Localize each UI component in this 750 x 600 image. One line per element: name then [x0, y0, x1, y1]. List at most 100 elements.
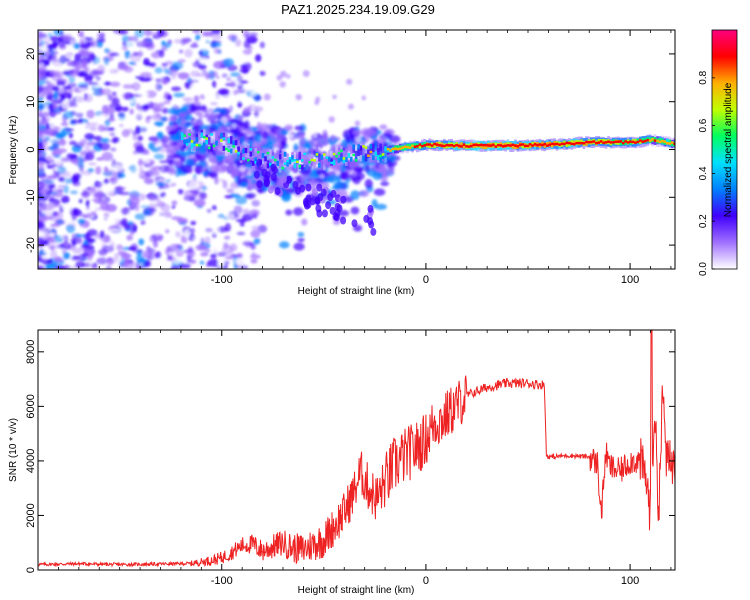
spectrogram-cell [128, 36, 134, 42]
spectrogram-cell [172, 153, 182, 159]
spectrogram-ridge-cell [438, 144, 441, 147]
spectrogram-cell [254, 95, 263, 101]
spectrogram-cell [173, 92, 185, 98]
spectrogram-cell [134, 108, 143, 117]
spectrogram-cell [132, 132, 138, 141]
spectrogram-cell [340, 195, 347, 204]
spectrogram-cell [241, 213, 253, 222]
spectrogram-cell [87, 168, 95, 173]
spectrogram-cell [140, 219, 146, 226]
spectrogram-cell [155, 78, 161, 83]
spectrogram-ridge-cell [443, 144, 446, 148]
spectrogram-ridge-cell [472, 143, 476, 147]
spectrogram-cell [81, 194, 89, 199]
spectrogram-cell [388, 135, 401, 144]
spectrogram-cell [270, 172, 277, 181]
spectrogram-cell [328, 127, 334, 133]
spectrogram-cell [90, 40, 98, 48]
spectrogram-ridge-cell [234, 150, 238, 153]
spectrogram-cell [83, 94, 93, 103]
spectrogram-cell [189, 259, 197, 264]
spectrogram-cell [263, 93, 271, 101]
spectrogram-ridge-cell [499, 144, 503, 147]
spectrogram-cell [70, 159, 80, 164]
spectrogram-cell [71, 212, 77, 222]
spectrogram-cell [192, 124, 202, 132]
spectrogram-cell [47, 32, 53, 39]
spectrogram-cell [243, 107, 251, 114]
spectrogram-cell [92, 92, 103, 96]
spectrogram-ridge-cell [198, 144, 201, 147]
spectrogram-ridge-cell [381, 153, 385, 156]
spectrogram-ridge-cell [376, 154, 380, 160]
spectrogram-cell [193, 95, 200, 102]
spectrogram-cell [109, 132, 117, 137]
spectrogram-ridge-cell [604, 141, 608, 144]
spectrogram-cell [327, 174, 340, 181]
spectrogram-cell [348, 160, 356, 168]
spectrogram-cell [353, 166, 364, 172]
spectrogram-ridge-cell [565, 141, 569, 145]
spectrogram-cell [138, 158, 144, 166]
spectrogram-cell [83, 74, 94, 81]
spectrogram-cell [346, 78, 353, 85]
snr-y-tick-label: 6000 [25, 394, 37, 418]
spectrogram-cell [75, 94, 85, 104]
spectrogram-ridge-cell [256, 150, 260, 154]
spectrogram-cell [199, 57, 208, 65]
spectrogram-cell [198, 50, 203, 56]
spectrogram-cell [149, 234, 158, 243]
spectrogram-cell [53, 150, 58, 156]
spectrogram-ridge-cell [636, 140, 640, 144]
spectrogram-cell [45, 127, 56, 137]
spectrogram-ridge-cell [220, 143, 223, 152]
spectrogram-ridge-cell [229, 136, 233, 145]
spectrogram-ridge-cell [229, 142, 233, 154]
spectrogram-cell [225, 213, 236, 220]
spectrogram-cell [128, 99, 135, 104]
spectrogram-ridge-cell [545, 144, 549, 147]
spectrogram-cell [103, 81, 112, 86]
spectrogram-cell [205, 227, 213, 233]
spectrogram-ridge-cell [210, 133, 213, 136]
spectrogram-cell [194, 164, 204, 175]
spectrogram-cell [158, 93, 165, 100]
spectrogram-cell [100, 88, 112, 96]
spectrogram-ridge-cell [254, 157, 258, 163]
spectrogram-ridge-cell [251, 160, 255, 166]
spectrogram-cell [335, 170, 341, 176]
spectrogram-cell [118, 112, 126, 121]
spectrogram-cell [259, 41, 265, 49]
spectrogram-ridge-cell [335, 146, 338, 158]
spectrogram-cell [236, 252, 243, 260]
spectrogram-ridge-cell [354, 150, 358, 159]
spectrogram-cell [285, 115, 289, 119]
spectrogram-cell [153, 230, 164, 236]
spectrogram-cell [320, 188, 327, 197]
spectrogram-ridge-cell [298, 151, 302, 160]
spectrogram-cell [209, 73, 213, 78]
spectrogram-cell [121, 45, 129, 51]
spectrogram-cell [280, 191, 292, 201]
spectrogram-ridge-cell [482, 143, 485, 147]
spectrogram-cell [122, 84, 135, 89]
spectrogram-ridge-cell [646, 138, 650, 142]
spectrogram-cell [57, 184, 66, 189]
spectrogram-ridge-cell [323, 153, 326, 156]
spectrogram-cell [38, 124, 43, 130]
spectrogram-cell [75, 261, 85, 268]
spectrogram-cell [242, 208, 250, 215]
spectrogram-cell [335, 161, 342, 172]
spectrogram-ridge-cell [445, 143, 449, 147]
spectrogram-cell [388, 155, 397, 161]
spectrogram-cell [302, 70, 310, 77]
spectrogram-cell [329, 134, 336, 142]
spectrogram-cell [218, 108, 224, 113]
spectrogram-cell [167, 39, 173, 45]
spectrogram-cell [293, 242, 305, 251]
spectrogram-ridge-cell [661, 139, 664, 143]
spectrogram-ridge-cell [413, 143, 417, 149]
spectrogram-ridge-cell [303, 159, 307, 168]
spectrogram-ridge-cell [379, 143, 382, 152]
spectrogram-cell [293, 207, 304, 216]
